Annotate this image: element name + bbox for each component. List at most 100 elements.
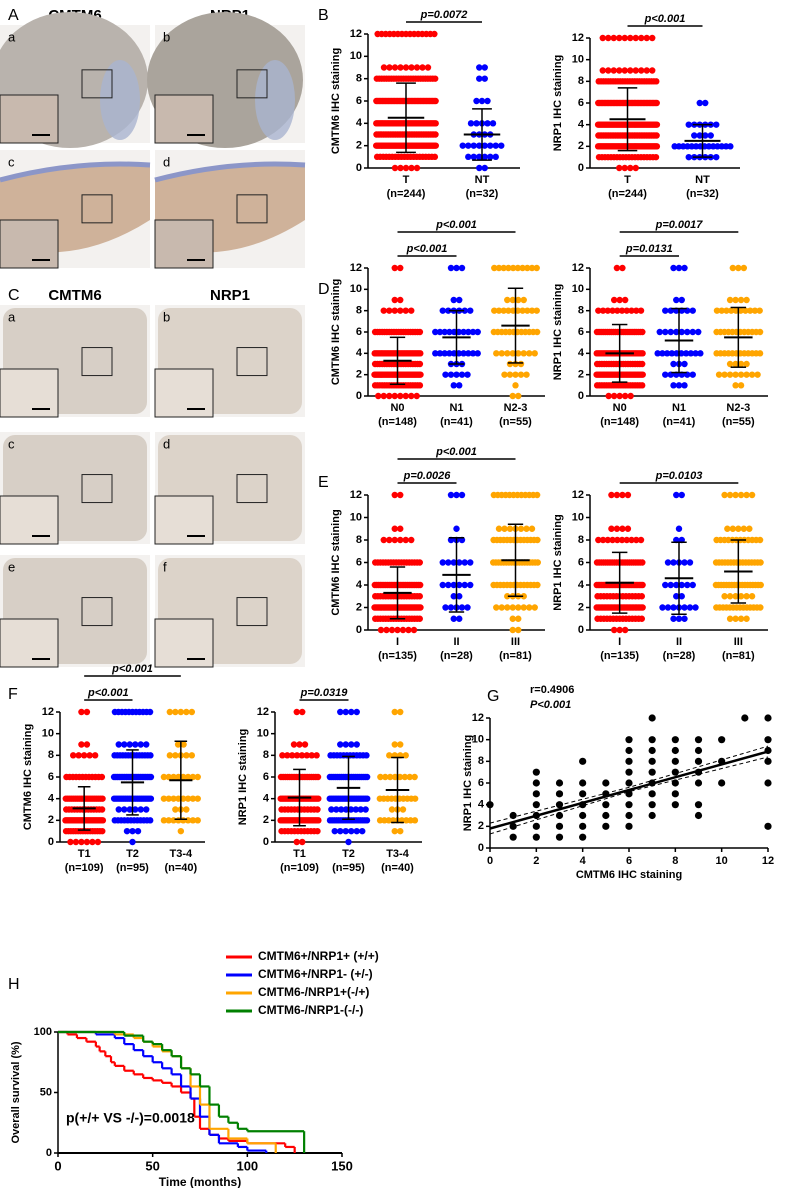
point [671, 790, 679, 798]
dot [456, 382, 463, 389]
dot [446, 350, 453, 357]
y-axis-label: NRP1 IHC staining [462, 735, 474, 832]
dot [743, 615, 750, 622]
dot [517, 371, 525, 378]
dot [382, 773, 389, 781]
dot [165, 773, 172, 781]
dot [416, 559, 423, 566]
y-tick-label: 10 [572, 283, 584, 295]
panel-label: H [8, 976, 20, 993]
dot [512, 382, 519, 389]
y-tick-label: 10 [572, 54, 584, 66]
dot [455, 328, 463, 336]
dot [99, 795, 106, 802]
dot [623, 307, 630, 314]
y-tick-label: 6 [263, 771, 269, 783]
dot [614, 536, 621, 544]
dot [293, 708, 300, 716]
y-tick-label: 4 [356, 579, 363, 591]
dot [493, 350, 500, 357]
ihc-image [0, 305, 150, 418]
image-sublabel: d [163, 436, 170, 451]
dot [627, 392, 634, 400]
dot [639, 328, 646, 336]
y-axis-label: CMTM6 IHC staining [330, 509, 342, 615]
dot [515, 296, 522, 304]
dot [638, 67, 645, 74]
dot [675, 264, 683, 272]
dot [432, 97, 439, 105]
dot [520, 350, 527, 357]
dot [520, 593, 527, 600]
dot [670, 382, 677, 389]
roi-box [81, 347, 113, 377]
x-n-label: (n=95) [116, 862, 149, 874]
error-bar [692, 123, 713, 158]
y-tick-label: 6 [578, 326, 584, 338]
y-axis-label: NRP1 IHC staining [237, 729, 249, 826]
dot [408, 307, 415, 314]
dot [399, 806, 407, 813]
ihc-image [0, 12, 150, 148]
dot [401, 773, 409, 781]
dot [675, 382, 683, 389]
dot [599, 307, 607, 314]
point [648, 790, 656, 798]
dot [408, 64, 415, 71]
dot [391, 827, 398, 835]
dot [441, 328, 448, 336]
error-bar [389, 566, 406, 620]
dot [605, 67, 612, 74]
point [671, 746, 679, 755]
dot [80, 752, 88, 759]
sig-label: p<0.001 [435, 446, 477, 458]
dot [129, 827, 136, 835]
dot [411, 817, 419, 824]
dot [678, 350, 685, 357]
dot [526, 604, 533, 611]
error-bar [77, 786, 91, 831]
y-tick-label: 6 [356, 95, 362, 107]
dot [498, 350, 505, 357]
dot [616, 164, 623, 172]
dot [515, 392, 522, 400]
y-tick-label: 12 [572, 262, 584, 274]
dot [380, 392, 387, 400]
dot [293, 752, 301, 759]
dot [442, 371, 449, 378]
dot [439, 559, 446, 566]
dot [397, 307, 404, 314]
dot [337, 708, 344, 716]
dot [183, 806, 190, 813]
dot [628, 307, 635, 314]
dot [342, 708, 349, 716]
panel-label: B [318, 7, 329, 24]
dot [664, 559, 672, 566]
dot [737, 307, 744, 314]
dot [431, 30, 438, 38]
dot [524, 307, 531, 314]
dot [72, 838, 80, 846]
dot [737, 491, 745, 499]
point [602, 822, 610, 830]
error-bar [396, 82, 416, 154]
dot [464, 604, 471, 611]
dot [604, 536, 611, 544]
dot [362, 806, 369, 813]
dot [416, 581, 424, 589]
dot [69, 752, 77, 759]
dot [668, 350, 676, 357]
dot [726, 615, 734, 622]
dot [509, 626, 516, 634]
dot [391, 307, 398, 314]
y-tick-label: 12 [472, 712, 484, 724]
dot [627, 34, 634, 42]
y-tick-label: 50 [40, 1086, 52, 1098]
y-tick-label: 8 [356, 73, 362, 85]
dot [670, 615, 677, 622]
dot [519, 264, 526, 272]
dot [447, 491, 455, 499]
point [671, 757, 679, 765]
dot [663, 350, 671, 357]
dot [533, 307, 540, 314]
